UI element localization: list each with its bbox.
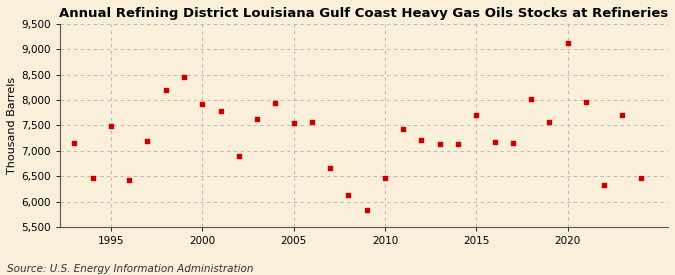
Point [124, 178, 134, 183]
Point [471, 112, 482, 117]
Point [398, 126, 408, 131]
Point [580, 100, 591, 104]
Title: Annual Refining District Louisiana Gulf Coast Heavy Gas Oils Stocks at Refinerie: Annual Refining District Louisiana Gulf … [59, 7, 668, 20]
Point [252, 117, 263, 121]
Point [526, 96, 537, 101]
Point [416, 138, 427, 142]
Point [197, 101, 208, 106]
Point [361, 208, 372, 212]
Point [325, 166, 335, 170]
Point [179, 75, 190, 79]
Point [434, 142, 445, 147]
Point [343, 193, 354, 197]
Point [379, 175, 390, 180]
Point [508, 141, 518, 145]
Point [161, 88, 171, 92]
Point [105, 124, 116, 128]
Point [544, 120, 555, 124]
Point [599, 183, 610, 188]
Point [635, 175, 646, 180]
Point [562, 41, 573, 45]
Text: Source: U.S. Energy Information Administration: Source: U.S. Energy Information Administ… [7, 264, 253, 274]
Point [234, 154, 244, 158]
Y-axis label: Thousand Barrels: Thousand Barrels [7, 77, 17, 174]
Point [617, 112, 628, 117]
Point [215, 109, 226, 113]
Point [87, 175, 98, 180]
Point [288, 121, 299, 126]
Point [489, 140, 500, 144]
Point [270, 101, 281, 105]
Point [69, 141, 80, 145]
Point [142, 139, 153, 143]
Point [452, 142, 463, 146]
Point [306, 120, 317, 125]
